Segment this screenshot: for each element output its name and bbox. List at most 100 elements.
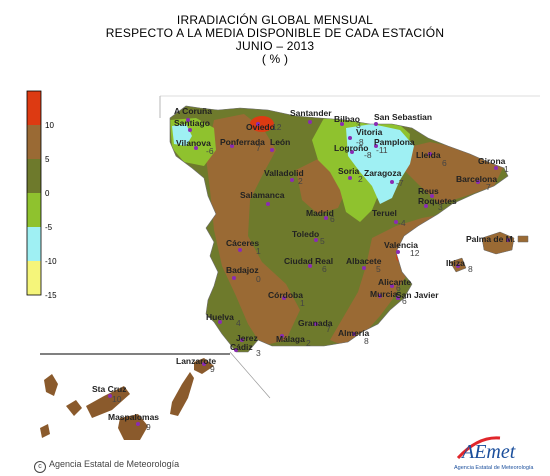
gran-canaria [118, 414, 148, 440]
station-label: Barcelona [456, 174, 497, 184]
legend-tick-5: 5 [45, 155, 50, 164]
station-value: 5 [376, 264, 381, 274]
fuerteventura [170, 372, 194, 416]
station-label: Vilanova [176, 138, 211, 148]
station-value: 6 [330, 214, 335, 224]
station-label: Badajoz [226, 265, 259, 275]
station-santiago: Santiago [174, 118, 210, 132]
station-label: Teruel [372, 208, 397, 218]
legend-swatch-minus5-0 [27, 193, 41, 227]
station-label: Zaragoza [364, 168, 402, 178]
station-vitoria: Vitoria-8 [348, 127, 383, 147]
legend-frame [26, 90, 42, 296]
station-label: Vitoria [356, 127, 383, 137]
station-label: Lanzarote [176, 356, 216, 366]
station-label: Maspalomas [108, 412, 159, 422]
station-value: 4 [236, 318, 241, 328]
station-value: 7 [326, 324, 331, 334]
station-value: 12 [410, 248, 420, 258]
la-gomera [66, 400, 82, 416]
station-value: 8 [364, 336, 369, 346]
station-label: Almería [338, 328, 369, 338]
station-value: 9 [210, 364, 215, 374]
station-label: Málaga [276, 334, 305, 344]
station-reus: Reus [418, 186, 439, 198]
peninsula-outline [169, 105, 509, 353]
station-label: San Javier [396, 290, 439, 300]
canary-islands [40, 358, 214, 440]
station-label: Palma de M. [466, 234, 515, 244]
station-value: 6 [396, 283, 401, 293]
station-leon: León [270, 137, 290, 152]
station-value: 9 [146, 422, 151, 432]
legend-swatch-0-5 [27, 159, 41, 193]
station-label: Soria [338, 166, 360, 176]
menorca [517, 235, 529, 243]
legend-swatch-10-plus [27, 91, 41, 125]
station-value: 1 [504, 164, 509, 174]
station-label: A Coruña [174, 106, 212, 116]
zone-5-10-catalonia [396, 142, 504, 204]
legend-swatch-minus10-minus5 [27, 227, 41, 261]
station-teruel: Teruel-4 [372, 208, 406, 228]
station-label: Ponferrada [220, 137, 265, 147]
title-line-3: JUNIO – 2013 [235, 39, 315, 53]
station-label: Granada [298, 318, 333, 328]
station-label: Roquetes [418, 196, 457, 206]
legend-tick-10: 10 [45, 121, 54, 130]
station-zaragoza: Zaragoza-7 [364, 168, 404, 188]
station-value: 2 [298, 176, 303, 186]
station-label: Toledo [292, 229, 319, 239]
legend-tick-minus10: -10 [45, 257, 57, 266]
station-value: 8 [468, 264, 473, 274]
station-label: Girona [478, 156, 506, 166]
station-value: 2 [358, 174, 363, 184]
station-value: 6 [322, 264, 327, 274]
zone-galicia-cyan [172, 124, 192, 146]
logo-swoosh [456, 436, 501, 460]
station-label: Albacete [346, 256, 382, 266]
legend-tick-0: 0 [45, 189, 50, 198]
station-a-coruna: A Coruña [174, 106, 212, 122]
station-value: 10 [112, 394, 122, 404]
la-palma [44, 374, 58, 396]
station-value: 12 [272, 122, 282, 132]
logo-wordmark: AEmet [460, 441, 516, 463]
station-value: 1 [300, 298, 305, 308]
station-label: Pamplona [374, 137, 415, 147]
station-label: Valencia [384, 240, 418, 250]
title-line-4: ( % ) [261, 52, 289, 66]
station-label: Ibiza [446, 258, 465, 268]
station-label: León [270, 137, 290, 147]
station-label: Sta Cruz [92, 384, 126, 394]
el-hierro [40, 424, 50, 438]
station-value: 0 [256, 274, 261, 284]
copyright-icon: c [34, 461, 46, 473]
station-malaga: Málaga 2 [276, 334, 311, 348]
station-value: 7 [256, 143, 261, 153]
map-frame-diagonal [229, 351, 271, 399]
logo-subtitle: Agencia Estatal de Meteorología [454, 465, 534, 471]
station-palma: Palma de M. [466, 234, 515, 244]
station-value: 5 [320, 236, 325, 246]
mallorca [481, 231, 515, 255]
title-line-2: RESPECTO A LA MEDIA DISPONIBLE DE CADA E… [105, 26, 445, 40]
station-value: -8 [364, 150, 372, 160]
station-san-sebastian: San Sebastian [374, 112, 432, 126]
